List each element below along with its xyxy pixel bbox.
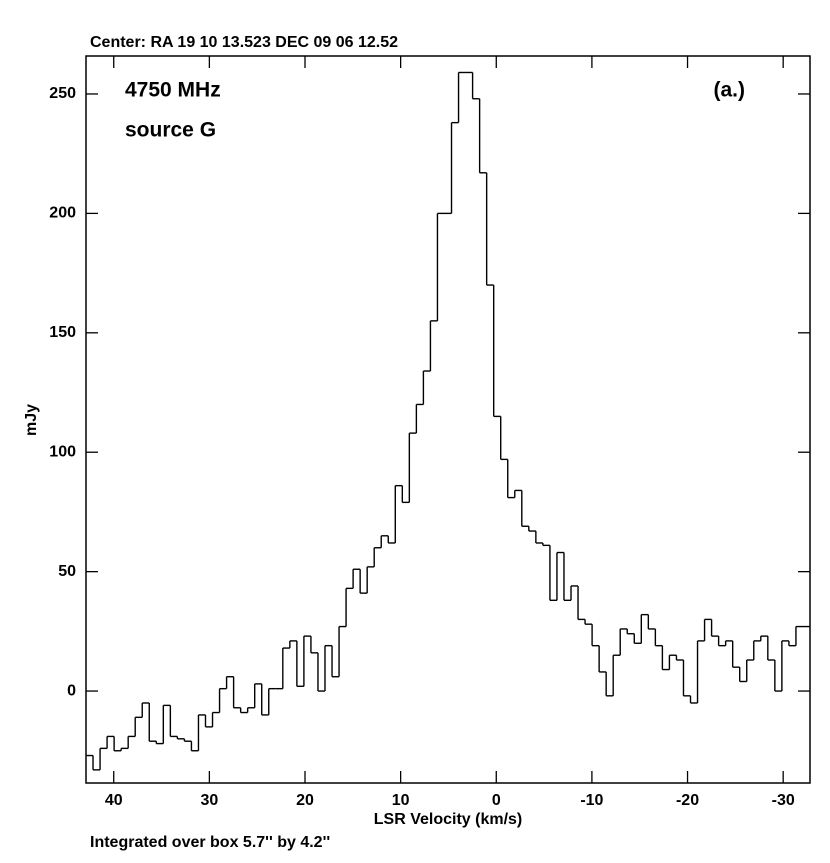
y-axis-label: mJy bbox=[23, 404, 40, 436]
x-tick-label: 10 bbox=[392, 792, 410, 809]
annotation: (a.) bbox=[714, 79, 746, 102]
x-axis-label: LSR Velocity (km/s) bbox=[374, 811, 523, 828]
annotation: 4750 MHz bbox=[125, 79, 221, 102]
x-tick-label: -10 bbox=[580, 792, 603, 809]
plot-frame bbox=[85, 55, 811, 784]
y-tick-label: 200 bbox=[49, 205, 76, 222]
x-tick-label: 0 bbox=[492, 792, 501, 809]
y-tick-label: 250 bbox=[49, 85, 76, 102]
x-tick-label: 40 bbox=[105, 792, 123, 809]
x-tick-label: 30 bbox=[200, 792, 218, 809]
y-tick-label: 100 bbox=[49, 443, 76, 460]
footer: Integrated over box 5.7'' by 4.2'' bbox=[90, 834, 330, 851]
annotation: source G bbox=[125, 119, 216, 142]
y-tick-label: 50 bbox=[58, 563, 76, 580]
chart-title: Center: RA 19 10 13.523 DEC 09 06 12.52 bbox=[90, 34, 398, 51]
y-tick-label: 0 bbox=[67, 682, 76, 699]
x-tick-label: -20 bbox=[676, 792, 699, 809]
x-tick-label: -30 bbox=[772, 792, 795, 809]
x-tick-label: 20 bbox=[296, 792, 314, 809]
y-tick-label: 150 bbox=[49, 324, 76, 341]
